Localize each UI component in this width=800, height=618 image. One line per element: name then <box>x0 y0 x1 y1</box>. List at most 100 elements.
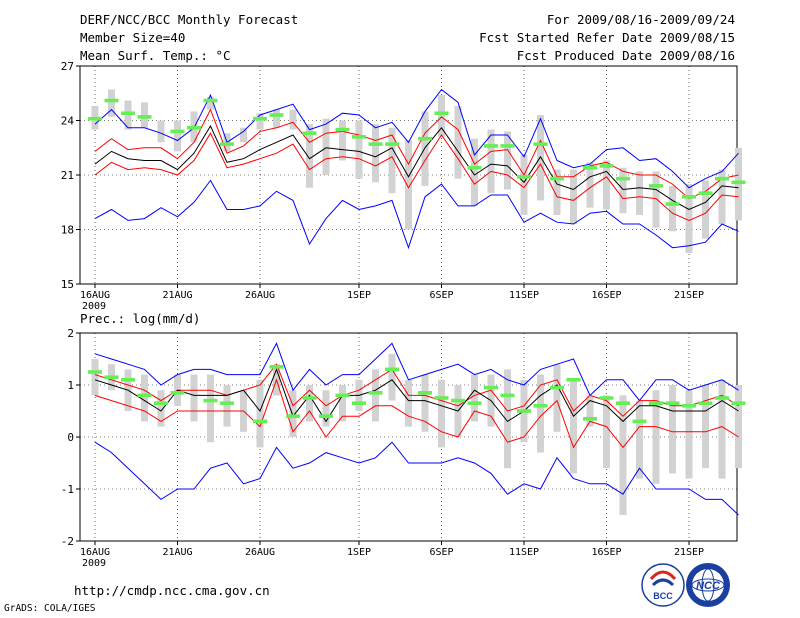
spread-box <box>157 390 165 427</box>
x-tick-label: 21AUG <box>162 547 192 558</box>
observed-marker <box>170 129 185 134</box>
spread-box <box>619 167 627 214</box>
observed-marker <box>517 175 531 179</box>
spread-box <box>702 385 709 469</box>
spread-box <box>339 120 346 161</box>
y-tick-label: 21 <box>61 169 74 182</box>
spread-box <box>322 390 330 427</box>
y-tick-label: 2 <box>67 327 74 340</box>
spread-box <box>504 131 511 190</box>
precip-title: Prec.: log(mm/d) <box>80 311 201 326</box>
observed-marker <box>715 396 729 400</box>
observed-marker <box>682 195 696 199</box>
observed-marker <box>121 111 135 116</box>
forecast-title: DERF/NCC/BCC Monthly Forecast <box>80 12 299 27</box>
member-size: Member Size=40 <box>80 30 186 45</box>
spread-box <box>124 100 132 130</box>
observed-marker <box>170 391 185 395</box>
spread-box <box>306 124 313 188</box>
spread-box <box>735 385 742 469</box>
series-line-max <box>94 88 739 189</box>
observed-marker <box>649 184 663 188</box>
y-tick-label: 18 <box>61 224 74 237</box>
observed-marker <box>533 404 548 408</box>
spread-box <box>322 118 330 175</box>
observed-marker <box>335 127 350 132</box>
observed-marker <box>434 396 449 400</box>
observed-marker <box>203 398 218 403</box>
observed-marker <box>517 409 531 413</box>
observed-marker <box>484 385 498 390</box>
spread-box <box>141 374 148 422</box>
spread-box <box>223 385 231 427</box>
observed-marker <box>88 116 102 121</box>
series-line-upper <box>94 363 739 417</box>
x-tick-label: 16AUG <box>80 547 110 558</box>
spread-box <box>553 169 561 215</box>
spread-box <box>718 379 726 479</box>
bcc-logo: BCC <box>641 563 685 607</box>
y-tick-label: 27 <box>61 60 74 73</box>
spread-box <box>504 369 511 469</box>
observed-marker <box>385 142 399 146</box>
observed-marker <box>632 419 647 424</box>
observed-marker <box>715 176 729 181</box>
observed-marker <box>335 393 350 398</box>
bcc-logo-text: BCC <box>653 591 673 601</box>
y-tick-label: 1 <box>67 379 74 392</box>
spread-box <box>405 140 412 230</box>
refer-date: Fcst Started Refer Date 2009/08/15 <box>479 30 735 45</box>
observed-marker <box>203 98 218 103</box>
observed-marker <box>698 401 713 405</box>
source-url[interactable]: http://cmdp.ncc.cma.gov.cn <box>74 583 270 598</box>
observed-marker <box>137 115 152 119</box>
spread-box <box>388 353 396 401</box>
x-tick-label: 26AUG <box>245 290 275 301</box>
spread-box <box>669 385 676 474</box>
spread-box <box>471 138 478 206</box>
observed-marker <box>500 393 515 398</box>
observed-marker <box>253 116 267 121</box>
spread-box <box>702 180 709 239</box>
observed-marker <box>187 125 201 130</box>
x-tick-label: 21SEP <box>674 290 704 301</box>
observed-marker <box>616 176 630 181</box>
observed-marker <box>500 144 515 148</box>
observed-marker <box>533 142 548 146</box>
spread-box <box>289 109 297 130</box>
y-tick-label: 15 <box>61 278 74 291</box>
observed-marker <box>319 414 333 418</box>
spread-box <box>174 120 181 152</box>
observed-marker <box>253 419 267 424</box>
observed-marker <box>352 135 366 139</box>
observed-marker <box>550 176 564 181</box>
y-tick-label: -1 <box>61 483 74 496</box>
spread-box <box>190 374 198 422</box>
x-tick-label: 21AUG <box>162 290 192 301</box>
x-tick-label: 21SEP <box>674 547 704 558</box>
spread-box <box>207 96 214 110</box>
spread-box <box>553 364 561 432</box>
spread-box <box>669 185 676 232</box>
observed-marker <box>269 113 284 117</box>
y-tick-label: -2 <box>61 535 74 548</box>
spread-box <box>520 155 528 215</box>
spread-box <box>619 395 627 515</box>
observed-marker <box>286 414 300 418</box>
observed-marker <box>583 165 597 170</box>
observed-marker <box>220 142 234 146</box>
observed-marker <box>302 131 317 136</box>
x-tick-label: 26AUG <box>245 547 275 558</box>
series-line-lower <box>94 132 739 221</box>
x-tick-label: 6SEP <box>429 290 453 301</box>
series-line-max <box>94 342 739 402</box>
observed-marker <box>154 401 168 405</box>
observed-marker <box>302 396 317 400</box>
spread-box <box>372 124 379 183</box>
observed-marker <box>467 165 482 170</box>
spread-box <box>471 374 478 422</box>
observed-marker <box>698 191 713 195</box>
observed-marker <box>104 98 119 103</box>
x-tick-sublabel: 2009 <box>82 558 106 569</box>
forecast-period: For 2009/08/16-2009/09/24 <box>546 12 735 27</box>
